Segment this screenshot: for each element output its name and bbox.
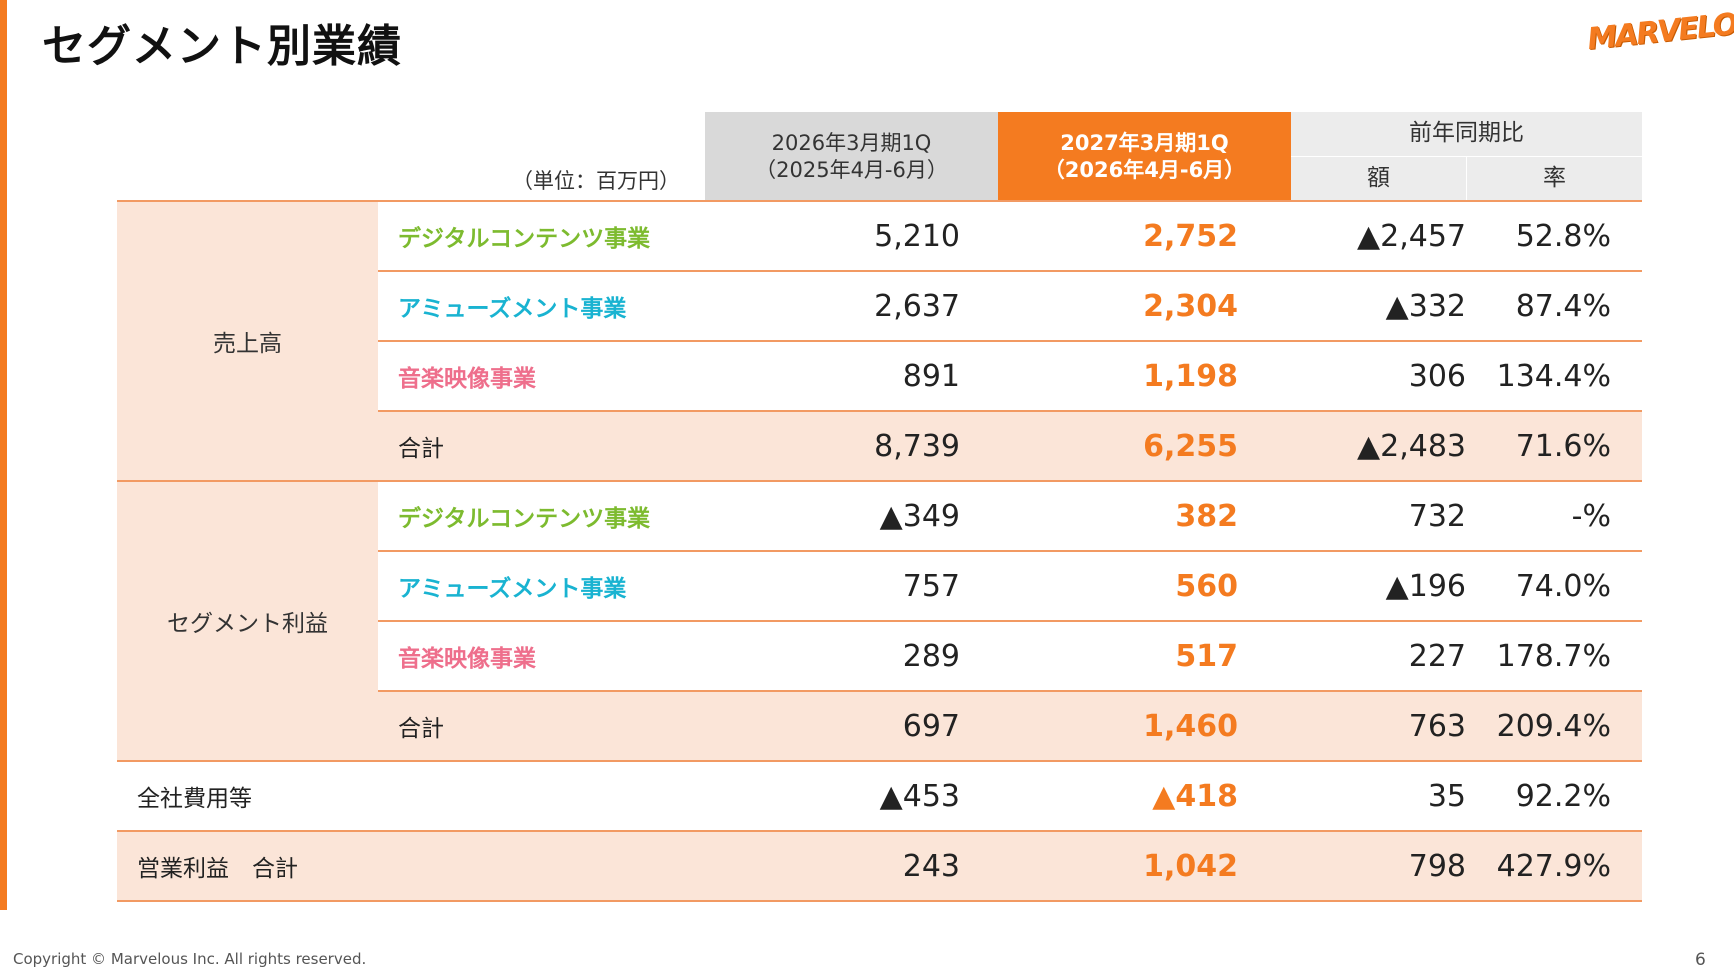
table-row: アミューズメント事業 2,637 2,304 ▲332 87.4% [378,271,1642,341]
cell-rate: 92.2% [1515,778,1611,814]
row-label: 営業利益 合計 [137,856,298,882]
table-row-operating-income: 営業利益 合計 243 1,042 798 427.9% [117,831,1642,901]
cell-amount: 732 [1408,498,1466,534]
group-sales: 売上高 [117,201,378,481]
cell-prev: 757 [902,568,960,604]
page-number: 6 [1695,950,1706,970]
cell-curr: 382 [1175,498,1238,534]
cell-curr: 6,255 [1143,428,1238,464]
divider [117,760,1642,762]
divider [378,270,1642,272]
table-row: デジタルコンテンツ事業 5,210 2,752 ▲2,457 52.8% [378,201,1642,271]
cell-curr: ▲418 [1152,778,1238,814]
divider [117,200,1642,202]
table-row: 音楽映像事業 891 1,198 306 134.4% [378,341,1642,411]
divider [378,620,1642,622]
row-label: 全社費用等 [137,786,252,812]
row-label: 合計 [398,436,444,462]
header-yoy: 前年同期比 [1291,112,1642,156]
cell-amount: ▲332 [1385,288,1466,324]
table-row: アミューズメント事業 757 560 ▲196 74.0% [378,551,1642,621]
group-segment-profit-label: セグメント利益 [167,611,328,637]
header-amount: 額 [1291,157,1466,201]
cell-amount: ▲196 [1385,568,1466,604]
header-current-period: 2027年3月期1Q （2026年4月-6月） [998,112,1291,201]
cell-rate: -% [1571,498,1611,534]
group-segment-profit: セグメント利益 [117,481,378,761]
cell-prev: 2,637 [874,288,960,324]
cell-curr: 1,042 [1143,848,1238,884]
table-row: デジタルコンテンツ事業 ▲349 382 732 -% [378,481,1642,551]
table-row-total: 合計 8,739 6,255 ▲2,483 71.6% [378,411,1642,481]
cell-amount: 763 [1408,708,1466,744]
cell-prev: 891 [902,358,960,394]
cell-prev: 243 [902,848,960,884]
row-label: アミューズメント事業 [398,576,627,602]
cell-curr: 1,460 [1143,708,1238,744]
cell-rate: 74.0% [1515,568,1611,604]
page-title: セグメント別業績 [42,21,402,72]
cell-rate: 71.6% [1515,428,1611,464]
unit-label: （単位：百万円） [512,169,680,193]
cell-prev: 697 [902,708,960,744]
logo-text: MARVELOUS! [1585,1,1734,58]
cell-rate: 134.4% [1496,358,1611,394]
cell-curr: 517 [1175,638,1238,674]
row-label: 音楽映像事業 [398,646,536,672]
accent-side-bar [0,0,7,910]
header-prev-period: 2026年3月期1Q （2025年4月-6月） [705,112,998,201]
row-label: デジタルコンテンツ事業 [398,226,651,252]
divider [378,550,1642,552]
header-prev-line1: 2026年3月期1Q [771,131,932,155]
group-sales-label: 売上高 [213,331,282,357]
cell-curr: 2,752 [1143,218,1238,254]
cell-amount: 306 [1408,358,1466,394]
cell-prev: 5,210 [874,218,960,254]
cell-amount: 227 [1408,638,1466,674]
header-curr-line1: 2027年3月期1Q [1060,131,1229,155]
copyright-footer: Copyright © Marvelous Inc. All rights re… [13,950,367,968]
cell-rate: 52.8% [1515,218,1611,254]
table-row-total: 合計 697 1,460 763 209.4% [378,691,1642,761]
cell-amount: 798 [1408,848,1466,884]
cell-amount: 35 [1427,778,1466,814]
cell-prev: 289 [902,638,960,674]
divider [117,830,1642,832]
cell-prev: ▲453 [879,778,960,814]
cell-amount: ▲2,483 [1357,428,1466,464]
divider [378,410,1642,412]
divider [117,900,1642,902]
cell-amount: ▲2,457 [1357,218,1466,254]
cell-curr: 560 [1175,568,1238,604]
header-rate: 率 [1467,157,1642,201]
cell-rate: 87.4% [1515,288,1611,324]
row-label: 音楽映像事業 [398,366,536,392]
table-row: 音楽映像事業 289 517 227 178.7% [378,621,1642,691]
cell-prev: 8,739 [874,428,960,464]
table-row-corporate: 全社費用等 ▲453 ▲418 35 92.2% [117,761,1642,831]
divider [117,480,1642,482]
header-prev-line2: （2025年4月-6月） [755,158,948,182]
marvelous-logo: MARVELOUS! [1586,1,1734,72]
cell-prev: ▲349 [879,498,960,534]
cell-rate: 209.4% [1496,708,1611,744]
cell-curr: 1,198 [1143,358,1238,394]
row-label: デジタルコンテンツ事業 [398,506,651,532]
divider [378,340,1642,342]
divider [378,690,1642,692]
row-label: アミューズメント事業 [398,296,627,322]
cell-curr: 2,304 [1143,288,1238,324]
header-curr-line2: （2026年4月-6月） [1043,158,1246,182]
cell-rate: 178.7% [1496,638,1611,674]
cell-rate: 427.9% [1496,848,1611,884]
row-label: 合計 [398,716,444,742]
